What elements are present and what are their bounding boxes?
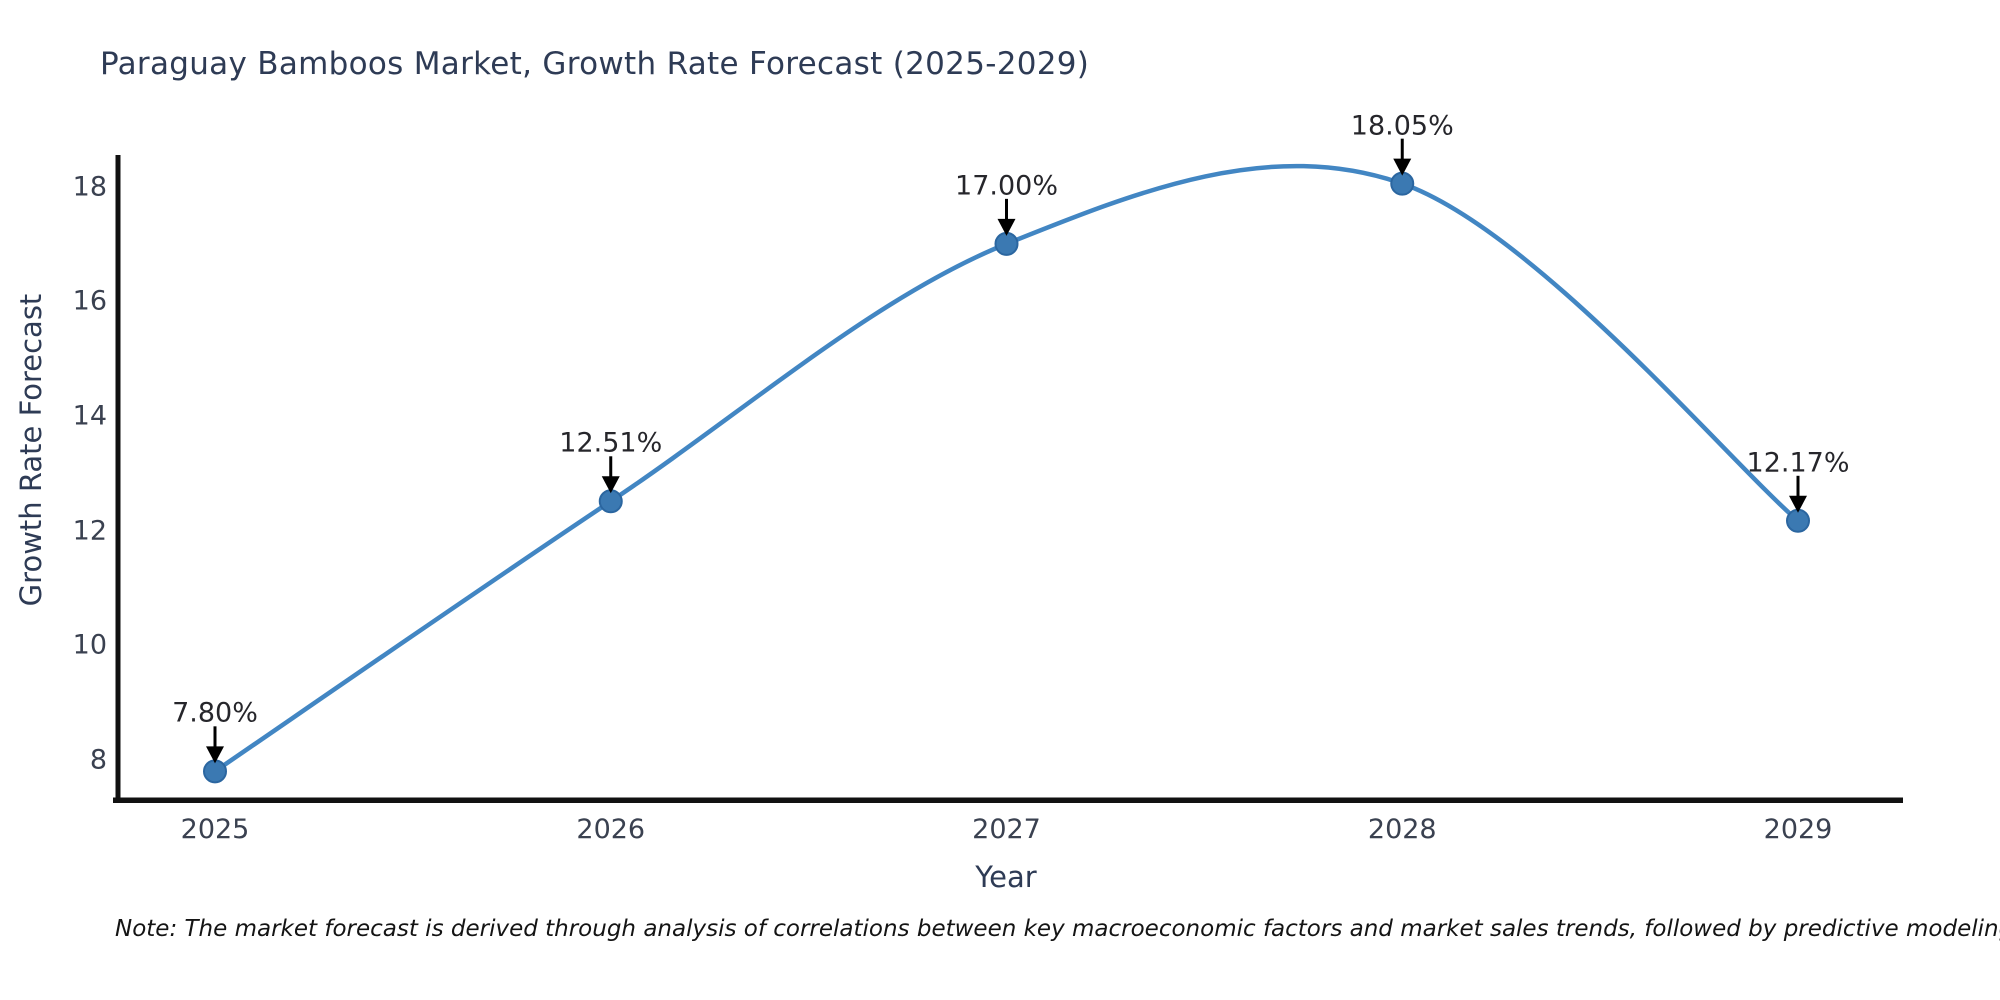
y-tick-label: 8 xyxy=(89,744,107,776)
y-tick-label: 18 xyxy=(72,171,107,203)
point-annotation-label: 12.17% xyxy=(1746,447,1850,479)
y-tick-label: 10 xyxy=(72,629,107,661)
point-annotation-label: 18.05% xyxy=(1350,110,1454,142)
data-point xyxy=(1390,171,1415,196)
x-tick-label: 2026 xyxy=(576,814,646,845)
y-tick-label: 12 xyxy=(72,515,107,547)
annotation-arrow-head xyxy=(1789,495,1807,513)
y-tick-label: 14 xyxy=(72,400,107,432)
line-series xyxy=(203,163,1810,784)
annotation-arrow-head xyxy=(601,476,620,494)
annotation-arrow-head xyxy=(1393,158,1412,176)
point-annotation-label: 7.80% xyxy=(172,697,258,729)
x-tick-label: 2025 xyxy=(180,814,250,845)
annotation-arrow-head xyxy=(206,746,224,764)
x-tick-label: 2027 xyxy=(972,814,1041,845)
y-tick-label: 16 xyxy=(72,285,107,317)
trend-line xyxy=(212,163,1801,774)
x-tick-label: 2028 xyxy=(1367,814,1437,845)
footnote: Note: The market forecast is derived thr… xyxy=(115,916,2000,942)
x-tick-label: 2029 xyxy=(1763,814,1833,845)
annotation-arrows xyxy=(206,138,1807,764)
annotation-arrow-head xyxy=(997,218,1016,236)
chart-title: Paraguay Bamboos Market, Growth Rate For… xyxy=(100,46,1090,82)
x-axis-line xyxy=(113,797,1903,803)
x-axis-title: Year xyxy=(975,860,1037,894)
data-point xyxy=(1786,508,1810,533)
y-axis-line xyxy=(115,155,121,802)
point-annotation-label: 12.51% xyxy=(559,427,663,459)
y-axis-title: Growth Rate Forecast xyxy=(14,293,48,607)
data-point xyxy=(994,231,1019,256)
data-point xyxy=(203,759,227,784)
point-annotation-label: 17.00% xyxy=(955,170,1058,202)
data-point xyxy=(598,489,623,514)
